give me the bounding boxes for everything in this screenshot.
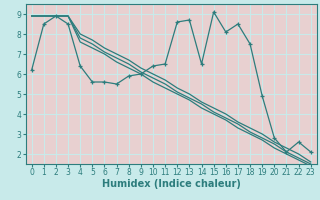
X-axis label: Humidex (Indice chaleur): Humidex (Indice chaleur) bbox=[102, 179, 241, 189]
